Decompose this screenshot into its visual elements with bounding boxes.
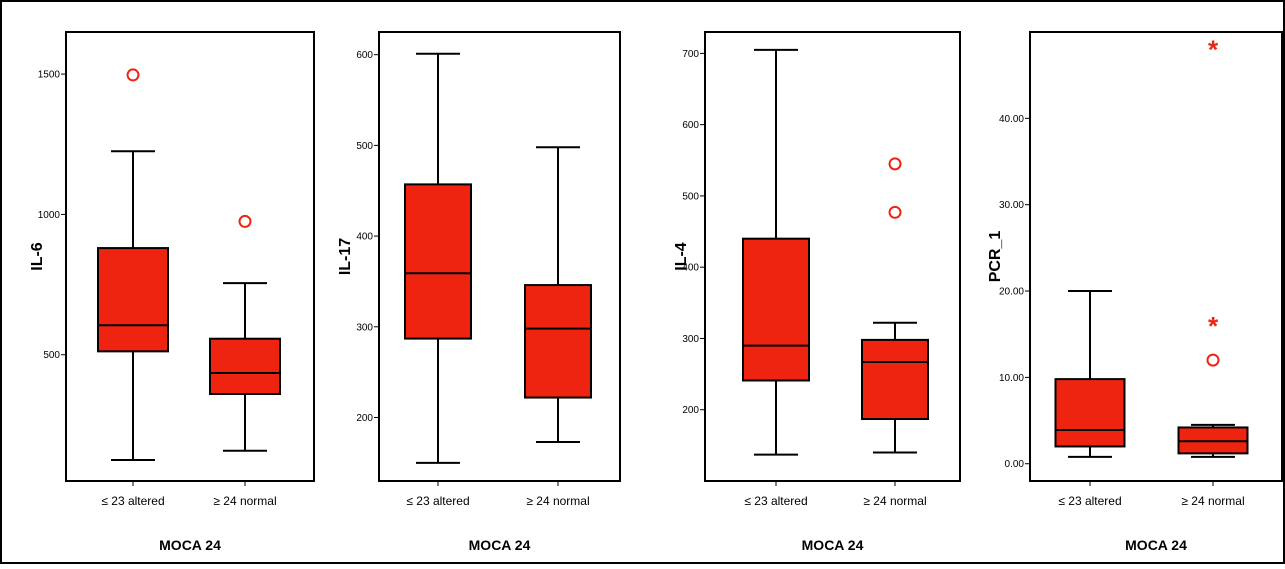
- outlier-circle: [238, 214, 252, 228]
- y-tick-label: 300: [682, 334, 699, 345]
- y-tick-label: 600: [682, 120, 699, 131]
- y-tick-label: 600: [356, 50, 373, 61]
- y-axis-title: PCR_1: [987, 231, 1004, 283]
- outlier-star: *: [1208, 35, 1219, 65]
- y-tick-label: 40.00: [999, 114, 1024, 125]
- y-axis-title: IL-4: [673, 242, 690, 271]
- box-2: [209, 337, 281, 396]
- y-tick-label: 30.00: [999, 200, 1024, 211]
- plot-area-3: [704, 31, 961, 482]
- x-category-label: ≥ 24 normal: [526, 494, 589, 508]
- x-category-label: ≤ 23 altered: [1058, 494, 1121, 508]
- outlier-circle: [888, 205, 902, 219]
- y-tick-label: 400: [682, 263, 699, 274]
- x-axis-title: MOCA 24: [159, 537, 221, 553]
- box-1: [1054, 378, 1126, 448]
- outlier-circle: [1206, 353, 1220, 367]
- outlier-circle: [888, 157, 902, 171]
- y-tick-label: 500: [356, 141, 373, 152]
- box-1: [97, 247, 169, 353]
- y-axis-title: IL-6: [29, 242, 46, 271]
- box-2: [861, 338, 929, 420]
- y-tick-label: 400: [356, 232, 373, 243]
- y-tick-label: 500: [682, 191, 699, 202]
- x-category-label: ≥ 24 normal: [863, 494, 926, 508]
- box-2: [524, 284, 592, 399]
- x-category-label: ≥ 24 normal: [213, 494, 276, 508]
- x-category-label: ≤ 23 altered: [744, 494, 807, 508]
- x-axis-title: MOCA 24: [469, 537, 531, 553]
- y-axis-title: IL-17: [337, 238, 354, 275]
- outlier-circle: [126, 68, 140, 82]
- plot-area-4: [1029, 31, 1283, 482]
- y-tick-label: 20.00: [999, 287, 1024, 298]
- x-category-label: ≤ 23 altered: [101, 494, 164, 508]
- box-1: [404, 183, 472, 340]
- y-tick-label: 10.00: [999, 373, 1024, 384]
- x-category-label: ≥ 24 normal: [1181, 494, 1244, 508]
- x-axis-title: MOCA 24: [802, 537, 864, 553]
- box-1: [742, 237, 810, 382]
- y-tick-label: 200: [356, 413, 373, 424]
- y-tick-label: 700: [682, 49, 699, 60]
- y-tick-label: 0.00: [1005, 459, 1025, 470]
- y-tick-label: 300: [356, 322, 373, 333]
- y-tick-label: 200: [682, 405, 699, 416]
- plot-area-1: [65, 31, 315, 482]
- y-tick-label: 500: [43, 350, 60, 361]
- outlier-star: *: [1208, 311, 1219, 341]
- y-tick-label: 1500: [38, 70, 61, 81]
- y-tick-label: 1000: [38, 210, 61, 221]
- plot-area-2: [378, 31, 621, 482]
- x-category-label: ≤ 23 altered: [406, 494, 469, 508]
- x-axis-title: MOCA 24: [1125, 537, 1187, 553]
